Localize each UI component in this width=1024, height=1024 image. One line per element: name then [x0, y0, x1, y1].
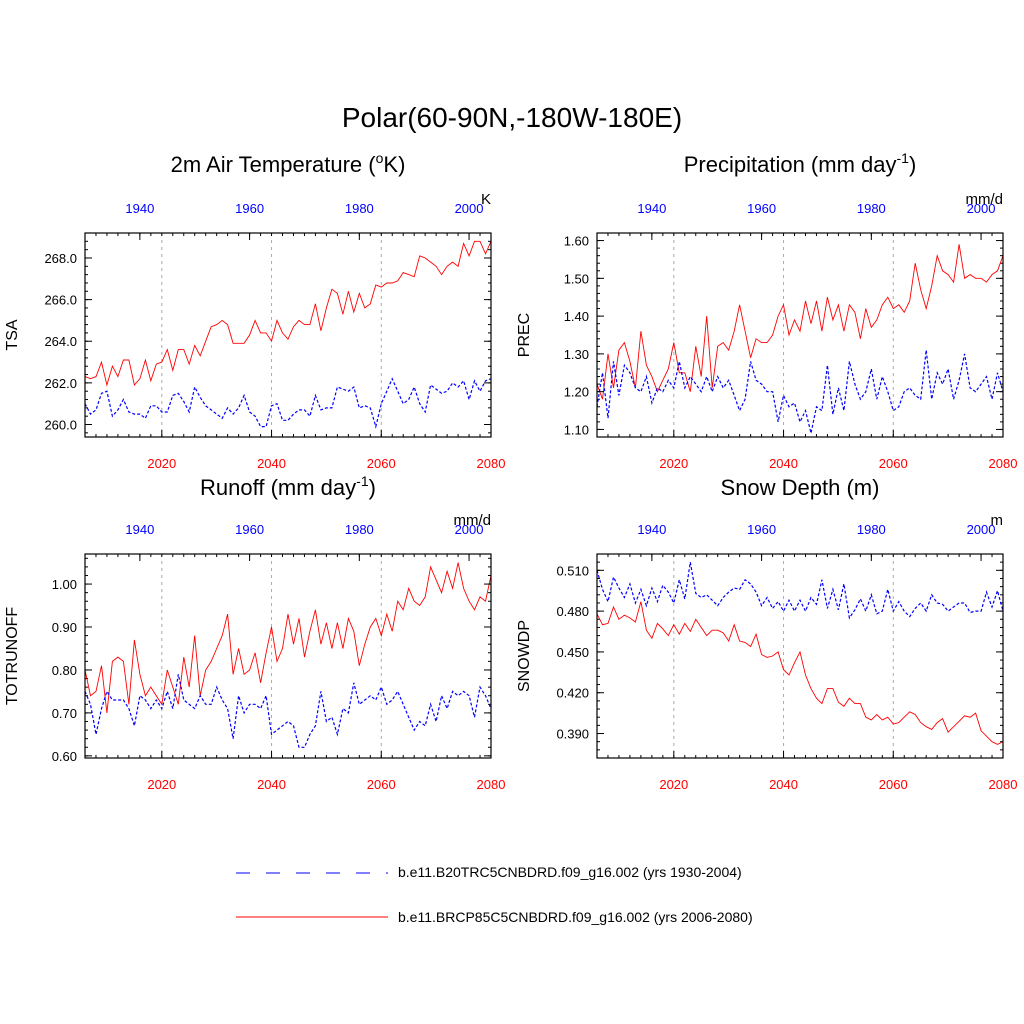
snow-depth-y-tick-label: 0.390	[556, 727, 589, 742]
precipitation-x-tick-label-bottom: 2020	[659, 456, 688, 471]
precipitation-y-tick-label: 1.50	[564, 271, 589, 286]
runoff-x-tick-label-top: 2000	[455, 522, 484, 537]
precipitation-title: Precipitation (mm day-1)	[684, 150, 917, 177]
precipitation-series-historical	[596, 350, 1004, 434]
air-temperature-units-label: K	[481, 191, 491, 208]
precipitation-x-tick-label-top: 1940	[637, 201, 666, 216]
snow-depth-x-tick-label-bottom: 2060	[879, 777, 908, 792]
air-temperature-series-historical	[84, 377, 492, 429]
air-temperature-title-sup: o	[376, 150, 384, 166]
precipitation-y-tick-label: 1.40	[564, 309, 589, 324]
air-temperature-y-tick-label: 260.0	[44, 418, 77, 433]
air-temperature-x-tick-label-bottom: 2020	[147, 456, 176, 471]
air-temperature-y-tick-label: 266.0	[44, 293, 77, 308]
precipitation-y-tick-label: 1.60	[564, 234, 589, 249]
precipitation-y-axis-label: PREC	[516, 313, 533, 357]
runoff-units-label: mm/d	[454, 512, 492, 529]
snow-depth-x-tick-label-bottom: 2020	[659, 777, 688, 792]
runoff-x-tick-label-top: 1960	[235, 522, 264, 537]
runoff-plot-frame	[84, 553, 492, 759]
precipitation-x-tick-label-top: 2000	[967, 201, 996, 216]
air-temperature-title: 2m Air Temperature (oK)	[171, 150, 406, 177]
precipitation-y-tick-label: 1.20	[564, 385, 589, 400]
air-temperature-y-tick-label: 262.0	[44, 376, 77, 391]
precipitation-title-main: Precipitation (mm day	[684, 152, 897, 177]
snow-depth-y-tick-label: 0.480	[556, 604, 589, 619]
precipitation-x-tick-label-top: 1960	[747, 201, 776, 216]
air-temperature-x-tick-label-top: 1980	[345, 201, 374, 216]
panel-snow-depth: Snow Depth (m) m 0.390 0.420 0.450 0.480 0.510…	[516, 475, 1017, 792]
snow-depth-series-rcp85	[596, 601, 1004, 745]
air-temperature-y-tick-label: 264.0	[44, 334, 77, 349]
snow-depth-y-tick-label: 0.450	[556, 645, 589, 660]
precipitation-y-tick-label: 1.30	[564, 347, 589, 362]
snow-depth-x-tick-label-bottom: 2040	[769, 777, 798, 792]
runoff-series-historical	[84, 674, 492, 748]
precipitation-units-label: mm/d	[966, 191, 1004, 208]
runoff-y-tick-label: 0.60	[52, 749, 77, 764]
air-temperature-x-tick-label-bottom: 2080	[477, 456, 506, 471]
air-temperature-plot-frame	[84, 232, 492, 438]
air-temperature-x-tick-label-top: 2000	[455, 201, 484, 216]
snow-depth-x-tick-label-top: 1980	[857, 522, 886, 537]
air-temperature-x-tick-label-bottom: 2040	[257, 456, 286, 471]
runoff-y-tick-label: 0.70	[52, 706, 77, 721]
air-temperature-series-rcp85	[84, 240, 492, 387]
panel-runoff: Runoff (mm day-1) mm/d 0.60 0.70 0.80 0.90 1.0…	[4, 473, 505, 792]
precipitation-plot-frame	[596, 232, 1004, 438]
precipitation-series-rcp85	[596, 244, 1004, 400]
legend-label-rcp85: b.e11.BRCP85C5CNBDRD.f09_g16.002 (yrs 20…	[398, 909, 753, 925]
panel-air-temperature: 2m Air Temperature (oK) K 260.0 262.0 264.0 2…	[4, 150, 505, 471]
snow-depth-plot-frame	[596, 553, 1004, 759]
precipitation-title-sup: -1	[896, 150, 909, 166]
runoff-x-tick-label-top: 1940	[125, 522, 154, 537]
air-temperature-x-tick-label-top: 1940	[125, 201, 154, 216]
panel-precipitation: Precipitation (mm day-1) mm/d 1.10 1.20 1.30…	[516, 150, 1017, 471]
snow-depth-x-tick-label-bottom: 2080	[989, 777, 1018, 792]
runoff-y-tick-label: 1.00	[52, 577, 77, 592]
runoff-x-tick-label-top: 1980	[345, 522, 374, 537]
air-temperature-x-tick-label-top: 1960	[235, 201, 264, 216]
runoff-title: Runoff (mm day-1)	[200, 473, 376, 500]
precipitation-x-tick-label-top: 1980	[857, 201, 886, 216]
legend: b.e11.B20TRC5CNBDRD.f09_g16.002 (yrs 193…	[236, 864, 753, 925]
main-title: Polar(60-90N,-180W-180E)	[342, 102, 682, 133]
snow-depth-x-tick-label-top: 2000	[967, 522, 996, 537]
precipitation-title-end: )	[909, 152, 916, 177]
runoff-x-tick-label-bottom: 2060	[367, 777, 396, 792]
runoff-x-tick-label-bottom: 2080	[477, 777, 506, 792]
air-temperature-y-tick-label: 268.0	[44, 251, 77, 266]
runoff-x-tick-label-bottom: 2020	[147, 777, 176, 792]
runoff-y-axis-label: TOTRUNOFF	[4, 607, 21, 706]
runoff-title-main: Runoff (mm day	[200, 475, 356, 500]
snow-depth-series-historical	[596, 562, 1004, 620]
runoff-title-sup: -1	[356, 473, 369, 489]
snow-depth-x-tick-label-top: 1940	[637, 522, 666, 537]
precipitation-x-tick-label-bottom: 2060	[879, 456, 908, 471]
legend-label-historical: b.e11.B20TRC5CNBDRD.f09_g16.002 (yrs 193…	[398, 864, 742, 880]
snow-depth-x-tick-label-top: 1960	[747, 522, 776, 537]
air-temperature-title-end: K)	[383, 152, 405, 177]
snow-depth-y-tick-label: 0.420	[556, 686, 589, 701]
precipitation-x-tick-label-bottom: 2080	[989, 456, 1018, 471]
runoff-x-tick-label-bottom: 2040	[257, 777, 286, 792]
snow-depth-title-main: Snow Depth (m)	[721, 475, 880, 500]
air-temperature-x-tick-label-bottom: 2060	[367, 456, 396, 471]
precipitation-x-tick-label-bottom: 2040	[769, 456, 798, 471]
runoff-y-tick-label: 0.90	[52, 620, 77, 635]
snow-depth-y-tick-label: 0.510	[556, 563, 589, 578]
precipitation-y-tick-label: 1.10	[564, 422, 589, 437]
runoff-y-tick-label: 0.80	[52, 663, 77, 678]
air-temperature-y-axis-label: TSA	[4, 319, 21, 350]
snow-depth-title: Snow Depth (m)	[721, 475, 880, 500]
runoff-series-rcp85	[84, 562, 492, 713]
snow-depth-y-axis-label: SNOWDP	[516, 620, 533, 692]
snow-depth-units-label: m	[991, 512, 1004, 529]
air-temperature-title-main: 2m Air Temperature (	[171, 152, 377, 177]
runoff-title-end: )	[369, 475, 376, 500]
